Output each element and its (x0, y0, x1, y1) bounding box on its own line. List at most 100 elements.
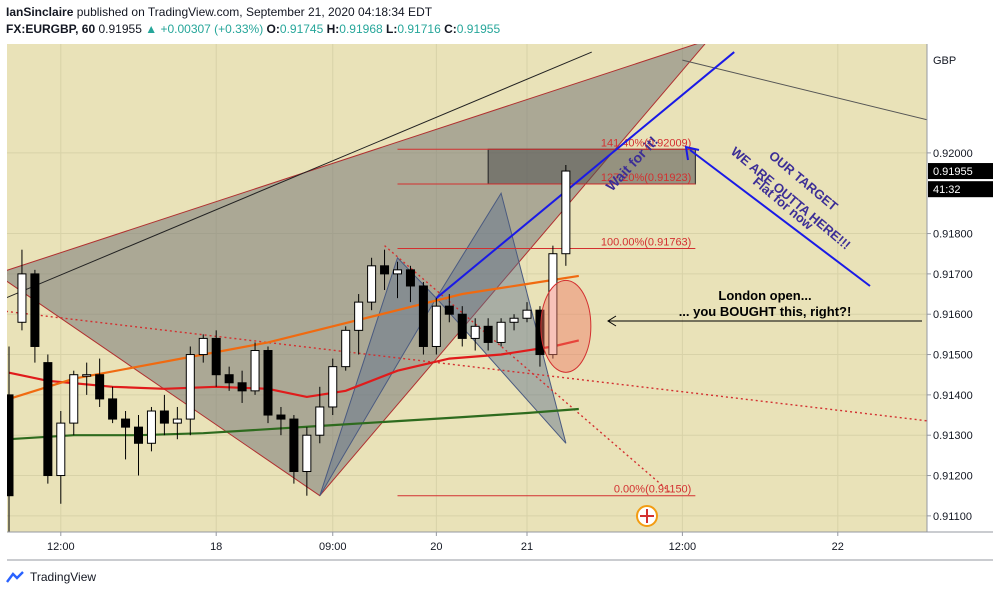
candle-body (496, 321, 506, 343)
candle-body (69, 374, 79, 424)
candle-body (315, 406, 325, 436)
candle-body (548, 253, 558, 356)
tradingview-logo[interactable]: TradingView (6, 570, 96, 584)
price-tick-label: 0.91600 (933, 309, 973, 321)
price-tick-label: 0.91500 (933, 350, 973, 362)
moving-average-0 (8, 339, 580, 399)
low-label: L: (386, 22, 398, 36)
publish-info: IanSinclaire published on TradingView.co… (6, 5, 432, 19)
fib-level-label: 100.00%(0.91763) (601, 236, 692, 248)
candle-body (509, 317, 519, 323)
candle-body (43, 362, 53, 477)
candle-body (522, 309, 532, 319)
candle-body (431, 305, 441, 347)
price-badge-label-last: 0.91955 (933, 166, 973, 178)
candle-body (380, 265, 390, 275)
candle-body (470, 325, 480, 339)
symbol-label: FX:EURGBP, 60 (6, 22, 96, 36)
low-value: 0.91716 (397, 22, 441, 36)
candle-body (263, 350, 273, 416)
candle-body (198, 337, 208, 356)
candle-body (328, 366, 338, 408)
trendline-blue-up (435, 51, 735, 299)
candle-body (185, 354, 195, 420)
moving-average-2 (8, 407, 579, 441)
time-tick-label: 20 (430, 541, 442, 553)
candle-body (121, 418, 131, 428)
time-tick-label: 12:00 (47, 541, 75, 553)
annotation-london-open: London open... (718, 288, 811, 303)
candle-body (354, 301, 364, 331)
price-tick-label: 0.91100 (933, 511, 972, 523)
published-text: published on TradingView.com, September … (76, 5, 433, 19)
candle-body (561, 170, 571, 255)
candle-body (367, 265, 377, 303)
candle-body (211, 337, 221, 376)
open-value: 0.91745 (279, 22, 324, 36)
candle-body (289, 418, 299, 473)
price-tick-label: 0.91400 (933, 390, 973, 402)
candle-body (82, 374, 92, 377)
candle-body (172, 418, 182, 424)
price-badge-label-timer: 41:32 (933, 184, 961, 196)
candle-body (444, 305, 454, 315)
candle-body (418, 285, 428, 347)
plot-layer: 141.40%(0.92009) 127.20%(0.91923) 100.00%(… (7, 44, 927, 532)
trendline-grey-top (682, 59, 927, 121)
price-tick-label: 0.91300 (933, 430, 973, 442)
high-value: 0.91968 (339, 22, 383, 36)
price-change: +0.00307 (+0.33%) (160, 22, 264, 36)
price-axis-panel (927, 44, 993, 532)
price-tick-label: 0.91200 (933, 471, 973, 483)
candle-body (30, 273, 40, 347)
fib-level-label: 127.20%(0.91923) (601, 172, 692, 184)
price-tick-label: 0.91800 (933, 229, 973, 241)
price-badge-last (928, 163, 993, 180)
target-zone-box (487, 148, 696, 185)
candle-body (95, 374, 105, 400)
candle-body (457, 313, 467, 339)
candle-body (146, 410, 156, 444)
price-tick-label: 0.91700 (933, 269, 973, 281)
candle-body (17, 273, 27, 323)
change-arrow-icon: ▲ (145, 22, 158, 36)
harmonic-pattern-small_xabcd_1 (319, 256, 437, 496)
price-badge-timer (928, 181, 993, 198)
tradingview-logo-icon (6, 571, 24, 583)
currency-label: GBP (933, 55, 956, 67)
candle-body (483, 325, 493, 343)
time-tick-label: 12:00 (669, 541, 697, 553)
last-price: 0.91955 (98, 22, 142, 36)
candle-body (276, 414, 286, 420)
candle-body (7, 394, 14, 497)
close-value: 0.91955 (456, 22, 501, 36)
moving-average-1 (8, 274, 579, 400)
time-tick-label: 09:00 (319, 541, 347, 553)
time-tick-label: 21 (521, 541, 533, 553)
high-label: H: (326, 22, 340, 36)
fib-level-label: 0.00%(0.91150) (614, 484, 691, 496)
time-tick-label: 18 (210, 541, 222, 553)
trendline-black (7, 51, 592, 299)
candle-body (341, 329, 351, 368)
ohlc-legend: FX:EURGBP, 60 0.91955 ▲ +0.00307 (+0.33%… (6, 22, 500, 36)
candle-body (134, 426, 143, 444)
candle-body (250, 350, 260, 392)
candle-body (393, 269, 402, 275)
author-name[interactable]: IanSinclaire (6, 5, 74, 19)
target-arrow-shaft (689, 149, 871, 287)
open-label: O: (266, 22, 280, 36)
candle-body (405, 269, 415, 287)
candle-body (108, 398, 118, 420)
london-open-highlight (540, 279, 592, 373)
candle-body (224, 374, 234, 384)
target-arrow-head (684, 145, 700, 161)
candle-body (302, 434, 312, 473)
time-tick-label: 22 (832, 541, 844, 553)
candle-body (159, 410, 169, 424)
london-pointer-head (607, 315, 617, 327)
time-axis-panel (7, 532, 927, 560)
close-label: C: (444, 22, 457, 36)
